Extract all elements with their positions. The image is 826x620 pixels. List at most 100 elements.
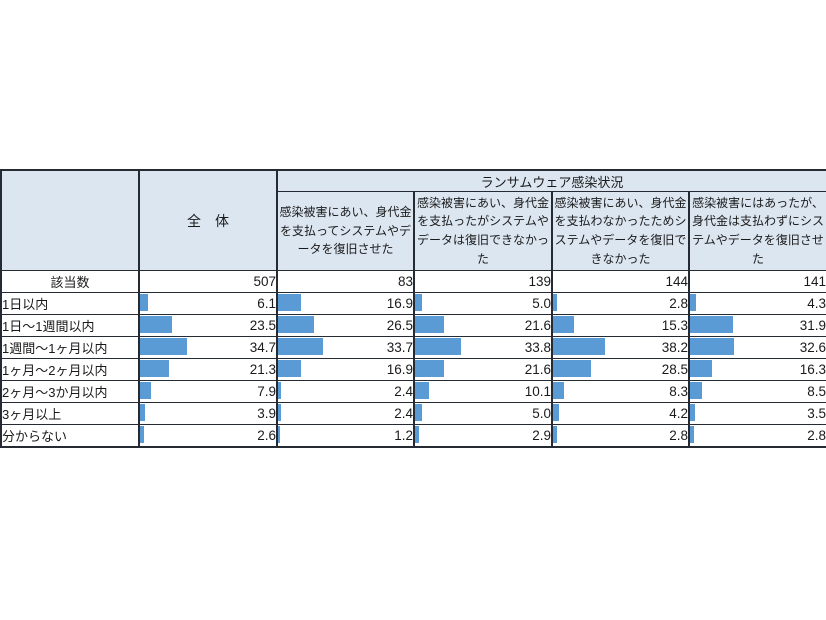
value-cell: 10.1 xyxy=(413,380,553,403)
bar xyxy=(691,426,694,443)
bar xyxy=(141,338,188,355)
table-row: 1週間～1ヶ月以内 34.7 33.7 33.8 38.2 32.6 xyxy=(0,336,826,359)
value-cell: 5.0 xyxy=(413,402,553,425)
bar xyxy=(691,404,695,421)
bar xyxy=(141,316,172,333)
value-text: 15.3 xyxy=(661,318,688,333)
bar xyxy=(279,360,301,377)
value-text: 33.8 xyxy=(524,340,551,355)
value-text: 3.5 xyxy=(807,406,826,421)
value-cell: 33.8 xyxy=(413,336,553,359)
bar xyxy=(279,316,314,333)
bar xyxy=(691,382,702,399)
value-text: 8.5 xyxy=(807,384,826,399)
row-label: 分からない xyxy=(0,424,140,448)
value-text: 23.5 xyxy=(249,318,276,333)
value-cell: 6.1 xyxy=(138,292,278,315)
value-cell: 4.3 xyxy=(688,292,826,315)
bar xyxy=(416,316,445,333)
bar xyxy=(279,426,280,443)
count-cell: 144 xyxy=(551,270,690,293)
value-text: 16.3 xyxy=(799,362,826,377)
value-cell: 31.9 xyxy=(688,314,826,337)
bar xyxy=(691,316,734,333)
bar xyxy=(691,360,713,377)
bar xyxy=(554,294,557,311)
value-cell: 38.2 xyxy=(551,336,690,359)
value-cell: 4.2 xyxy=(551,402,690,425)
value-cell: 23.5 xyxy=(138,314,278,337)
value-cell: 34.7 xyxy=(138,336,278,359)
value-text: 2.4 xyxy=(394,406,413,421)
col-header-paid-recovered: 感染被害にあい、身代金を支払ってシステムやデータを復旧させた xyxy=(276,191,415,271)
table-row: 1日～1週間以内 23.5 26.5 21.6 15.3 31.9 xyxy=(0,314,826,337)
bar xyxy=(141,404,146,421)
count-cell: 507 xyxy=(138,270,278,293)
value-cell: 2.6 xyxy=(138,424,278,448)
bar xyxy=(416,426,419,443)
bar xyxy=(554,338,605,355)
value-cell: 2.8 xyxy=(551,424,690,448)
row-label: 3ヶ月以上 xyxy=(0,402,140,425)
value-cell: 8.3 xyxy=(551,380,690,403)
bar xyxy=(554,404,559,421)
row-label: 1日以内 xyxy=(0,292,140,315)
row-label: 1日～1週間以内 xyxy=(0,314,140,337)
value-text: 26.5 xyxy=(386,318,413,333)
bar xyxy=(141,426,144,443)
value-cell: 2.8 xyxy=(551,292,690,315)
value-text: 8.3 xyxy=(669,384,688,399)
bar xyxy=(554,382,565,399)
value-text: 10.1 xyxy=(524,384,551,399)
value-text: 2.9 xyxy=(532,428,551,443)
table-row: 分からない 2.6 1.2 2.9 2.8 2.8 xyxy=(0,424,826,448)
bar xyxy=(141,294,149,311)
value-text: 16.9 xyxy=(386,296,413,311)
bar xyxy=(691,338,735,355)
value-cell: 1.2 xyxy=(276,424,415,448)
value-text: 33.7 xyxy=(386,340,413,355)
corner-cell xyxy=(0,169,140,271)
col-header-not-paid-recovered: 感染被害にはあったが、身代金は支払わずにシステムやデータを復旧させた xyxy=(688,191,826,271)
value-cell: 2.4 xyxy=(276,380,415,403)
value-text: 7.9 xyxy=(257,384,276,399)
bar xyxy=(141,360,169,377)
bar xyxy=(416,404,422,421)
bar xyxy=(279,404,282,421)
value-cell: 5.0 xyxy=(413,292,553,315)
bar xyxy=(416,382,429,399)
value-text: 3.9 xyxy=(257,406,276,421)
count-cell: 83 xyxy=(276,270,415,293)
value-text: 31.9 xyxy=(799,318,826,333)
value-text: 2.6 xyxy=(257,428,276,443)
value-text: 4.2 xyxy=(669,406,688,421)
value-text: 1.2 xyxy=(394,428,413,443)
bar xyxy=(141,382,151,399)
value-cell: 7.9 xyxy=(138,380,278,403)
value-text: 4.3 xyxy=(807,296,826,311)
col-header-total: 全 体 xyxy=(138,169,278,271)
col-header-paid-not-recovered: 感染被害にあい、身代金を支払ったがシステムやデータは復旧できなかった xyxy=(413,191,553,271)
value-cell: 33.7 xyxy=(276,336,415,359)
value-cell: 15.3 xyxy=(551,314,690,337)
value-text: 2.8 xyxy=(669,428,688,443)
value-text: 5.0 xyxy=(532,296,551,311)
value-text: 2.8 xyxy=(669,296,688,311)
value-cell: 28.5 xyxy=(551,358,690,381)
bar xyxy=(279,338,324,355)
value-cell: 2.8 xyxy=(688,424,826,448)
value-cell: 16.3 xyxy=(688,358,826,381)
bar xyxy=(279,294,301,311)
value-text: 21.6 xyxy=(524,318,551,333)
value-cell: 32.6 xyxy=(688,336,826,359)
value-cell: 8.5 xyxy=(688,380,826,403)
table-row: 1日以内 6.1 16.9 5.0 2.8 4.3 xyxy=(0,292,826,315)
value-text: 2.8 xyxy=(807,428,826,443)
value-text: 6.1 xyxy=(257,296,276,311)
value-text: 34.7 xyxy=(249,340,276,355)
value-cell: 16.9 xyxy=(276,292,415,315)
col-header-not-paid-not-recovered: 感染被害にあい、身代金を支払わなかったためシステムやデータを復旧できなかった xyxy=(551,191,690,271)
value-cell: 3.9 xyxy=(138,402,278,425)
bar xyxy=(554,426,557,443)
count-cell: 139 xyxy=(413,270,553,293)
